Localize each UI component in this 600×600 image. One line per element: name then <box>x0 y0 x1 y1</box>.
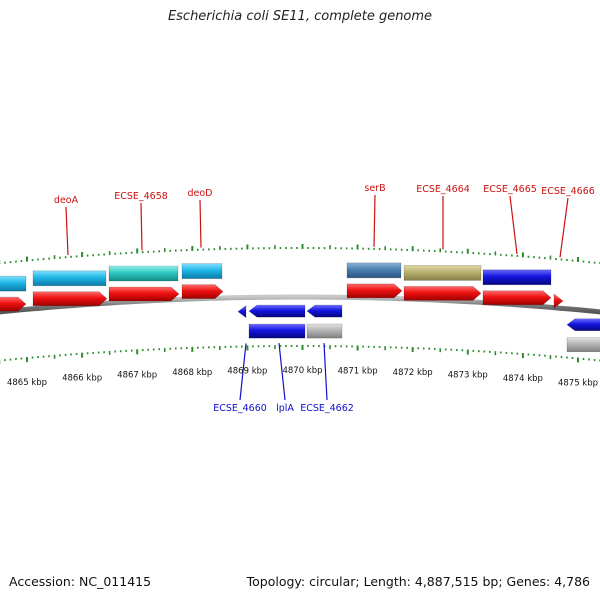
accession-text: Accession: NC_011415 <box>9 574 152 589</box>
cds-forward-ECSE_4664[interactable] <box>403 286 482 301</box>
cds-forward-ECSE_4658-shape[interactable] <box>108 286 180 302</box>
feature-serB-track[interactable] <box>346 262 402 279</box>
cds-forward-deoD[interactable] <box>181 284 224 299</box>
gene-label-forward[interactable]: serB <box>364 183 385 194</box>
feature-deoA-track-shape[interactable] <box>32 270 107 287</box>
gene-label-forward[interactable]: deoD <box>187 188 212 199</box>
feature-ECSE_4662-track[interactable] <box>306 323 343 339</box>
cds-reverse-ECSE_4662-shape[interactable] <box>306 304 343 318</box>
cds-forward-deoA-shape[interactable] <box>32 291 108 306</box>
cds-forward-serB[interactable] <box>346 283 403 299</box>
gene-label-forward[interactable]: ECSE_4666 <box>541 186 595 197</box>
cds-reverse-ECSE_4660[interactable] <box>237 305 247 319</box>
map-title: Escherichia coli SE11, complete genome <box>167 9 433 24</box>
gene-label-forward[interactable]: ECSE_4664 <box>416 184 470 195</box>
feature-right-edge-gray-shape[interactable] <box>566 337 600 352</box>
cds-forward-ECSE_4664-shape[interactable] <box>403 286 482 301</box>
cds-forward-serB-shape[interactable] <box>346 283 403 299</box>
cds-forward-deoD-shape[interactable] <box>181 284 224 299</box>
gene-label-forward[interactable]: ECSE_4665 <box>483 184 537 195</box>
cds-reverse-lplA[interactable] <box>248 304 306 318</box>
kbp-label: 4871 kbp <box>338 367 378 377</box>
kbp-label: 4875 kbp <box>558 378 598 388</box>
leader-line-forward <box>65 206 69 256</box>
feature-deoA-track[interactable] <box>32 270 107 287</box>
cds-reverse-right-edge-shape[interactable] <box>566 318 600 331</box>
cds-forward-left-edge-shape[interactable] <box>0 296 27 312</box>
cds-reverse-ECSE_4662[interactable] <box>306 304 343 318</box>
genome-summary-text: Topology: circular; Length: 4,887,515 bp… <box>246 574 590 589</box>
feature-lplA-track-shape[interactable] <box>248 323 306 339</box>
cds-forward-deoA[interactable] <box>32 291 108 306</box>
leader-line-forward <box>373 194 376 247</box>
kbp-label: 4873 kbp <box>448 371 488 381</box>
gene-label-forward[interactable]: ECSE_4658 <box>114 191 168 202</box>
kbp-label: 4866 kbp <box>62 374 102 384</box>
cds-reverse-ECSE_4660-shape[interactable] <box>237 305 247 319</box>
gene-label-reverse[interactable]: ECSE_4662 <box>300 403 354 414</box>
cds-forward-ECSE_4666[interactable] <box>553 293 564 309</box>
cds-forward-ECSE_4665[interactable] <box>482 290 552 306</box>
feature-right-edge-gray[interactable] <box>566 337 600 352</box>
feature-deoD-track[interactable] <box>181 263 223 279</box>
cds-forward-ECSE_4665-shape[interactable] <box>482 290 552 306</box>
leader-line-forward <box>140 202 143 251</box>
cds-forward-ECSE_4666-shape[interactable] <box>553 293 564 309</box>
feature-lplA-track[interactable] <box>248 323 306 339</box>
feature-serB-track-shape[interactable] <box>346 262 402 279</box>
feature-ECSE_4664-track-shape[interactable] <box>403 265 482 281</box>
kbp-label: 4867 kbp <box>117 370 157 380</box>
kbp-label: 4874 kbp <box>503 374 543 384</box>
feature-ECSE_4662-track-shape[interactable] <box>306 323 343 339</box>
feature-left-edge-cyan-shape[interactable] <box>0 275 27 292</box>
leader-line-forward <box>199 199 202 248</box>
cds-forward-left-edge[interactable] <box>0 296 27 312</box>
feature-left-edge-cyan[interactable] <box>0 275 27 292</box>
cds-reverse-right-edge[interactable] <box>566 318 600 331</box>
feature-ECSE_4658-track-shape[interactable] <box>108 265 179 282</box>
kbp-label: 4872 kbp <box>393 368 433 378</box>
kbp-label: 4870 kbp <box>282 366 322 376</box>
leader-line-reverse <box>278 343 286 401</box>
feature-ECSE_4658-track[interactable] <box>108 265 179 282</box>
leader-line-reverse <box>323 343 328 401</box>
kbp-label: 4869 kbp <box>227 366 267 376</box>
kbp-label: 4865 kbp <box>7 378 47 388</box>
gene-label-forward[interactable]: deoA <box>54 195 79 206</box>
cds-reverse-lplA-shape[interactable] <box>248 304 306 318</box>
leader-line-forward <box>509 195 518 254</box>
gene-label-reverse[interactable]: lplA <box>276 403 294 414</box>
feature-ECSE_4665-track-shape[interactable] <box>482 269 552 286</box>
feature-ECSE_4664-track[interactable] <box>403 265 482 281</box>
cds-forward-ECSE_4658[interactable] <box>108 286 180 302</box>
gene-label-reverse[interactable]: ECSE_4660 <box>213 403 267 414</box>
feature-ECSE_4665-track[interactable] <box>482 269 552 286</box>
leader-line-forward <box>559 197 569 258</box>
feature-deoD-track-shape[interactable] <box>181 263 223 279</box>
leader-line-reverse <box>239 343 247 401</box>
kbp-label: 4868 kbp <box>172 368 212 378</box>
